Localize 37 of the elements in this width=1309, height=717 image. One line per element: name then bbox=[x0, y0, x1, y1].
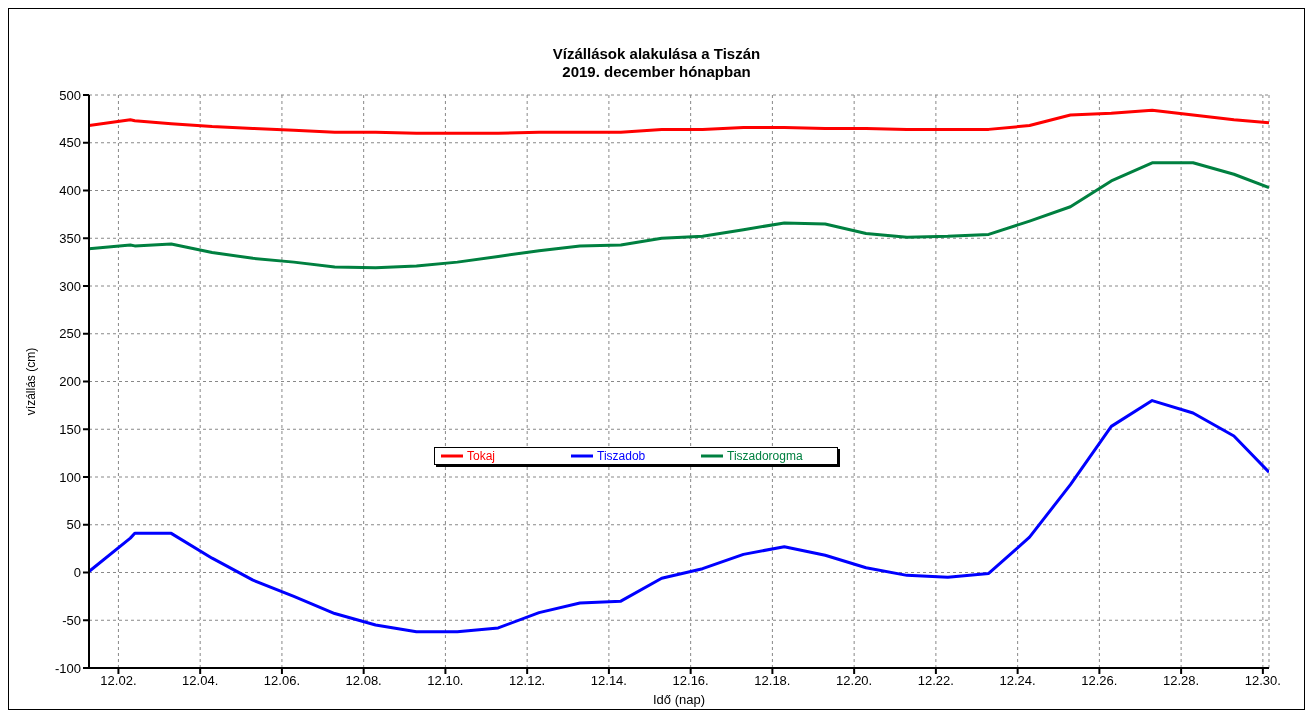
chart-title: Vízállások alakulása a Tiszán 2019. december hónapban bbox=[551, 45, 762, 81]
x-tick-label: 12.08. bbox=[345, 673, 382, 689]
x-tick-label: 12.30. bbox=[1244, 673, 1281, 689]
y-tick-label: 450 bbox=[59, 135, 81, 151]
x-tick-label: 12.18. bbox=[754, 673, 791, 689]
x-axis-title: Idő (nap) bbox=[652, 692, 706, 707]
line-series bbox=[89, 399, 1269, 634]
y-tick-label: 500 bbox=[59, 87, 81, 103]
x-tick-label: 12.02. bbox=[100, 673, 137, 689]
x-tick-label: 12.06. bbox=[263, 673, 300, 689]
y-tick-label: 150 bbox=[59, 421, 81, 437]
line-series bbox=[89, 108, 1269, 135]
y-tick-label: 300 bbox=[59, 278, 81, 294]
x-tick-label: 12.24. bbox=[999, 673, 1036, 689]
y-tick-label: -50 bbox=[62, 612, 81, 628]
y-tick-label: 350 bbox=[59, 230, 81, 246]
x-tick-label: 12.10. bbox=[427, 673, 464, 689]
y-tick-label: 50 bbox=[66, 517, 81, 533]
y-tick-label: 100 bbox=[59, 469, 81, 485]
y-tick-label: 200 bbox=[59, 374, 81, 390]
x-tick-label: 12.16. bbox=[672, 673, 709, 689]
x-tick-label: 12.12. bbox=[509, 673, 546, 689]
x-tick-label: 12.26. bbox=[1081, 673, 1118, 689]
y-axis-title: vízállás (cm) bbox=[24, 347, 39, 416]
legend-label: Tiszadorogma bbox=[726, 449, 804, 463]
x-tick-label: 12.28. bbox=[1163, 673, 1200, 689]
x-tick-label: 12.22. bbox=[917, 673, 954, 689]
y-tick-label: -100 bbox=[54, 660, 81, 676]
x-tick-label: 12.04. bbox=[182, 673, 219, 689]
line-series bbox=[89, 161, 1269, 270]
legend-label: Tiszadob bbox=[596, 449, 647, 463]
y-tick-label: 400 bbox=[59, 183, 81, 199]
x-tick-label: 12.14. bbox=[590, 673, 627, 689]
y-tick-label: 250 bbox=[59, 326, 81, 342]
y-tick-label: 0 bbox=[73, 565, 81, 581]
x-tick-label: 12.20. bbox=[836, 673, 873, 689]
legend-label: Tokaj bbox=[466, 449, 496, 463]
